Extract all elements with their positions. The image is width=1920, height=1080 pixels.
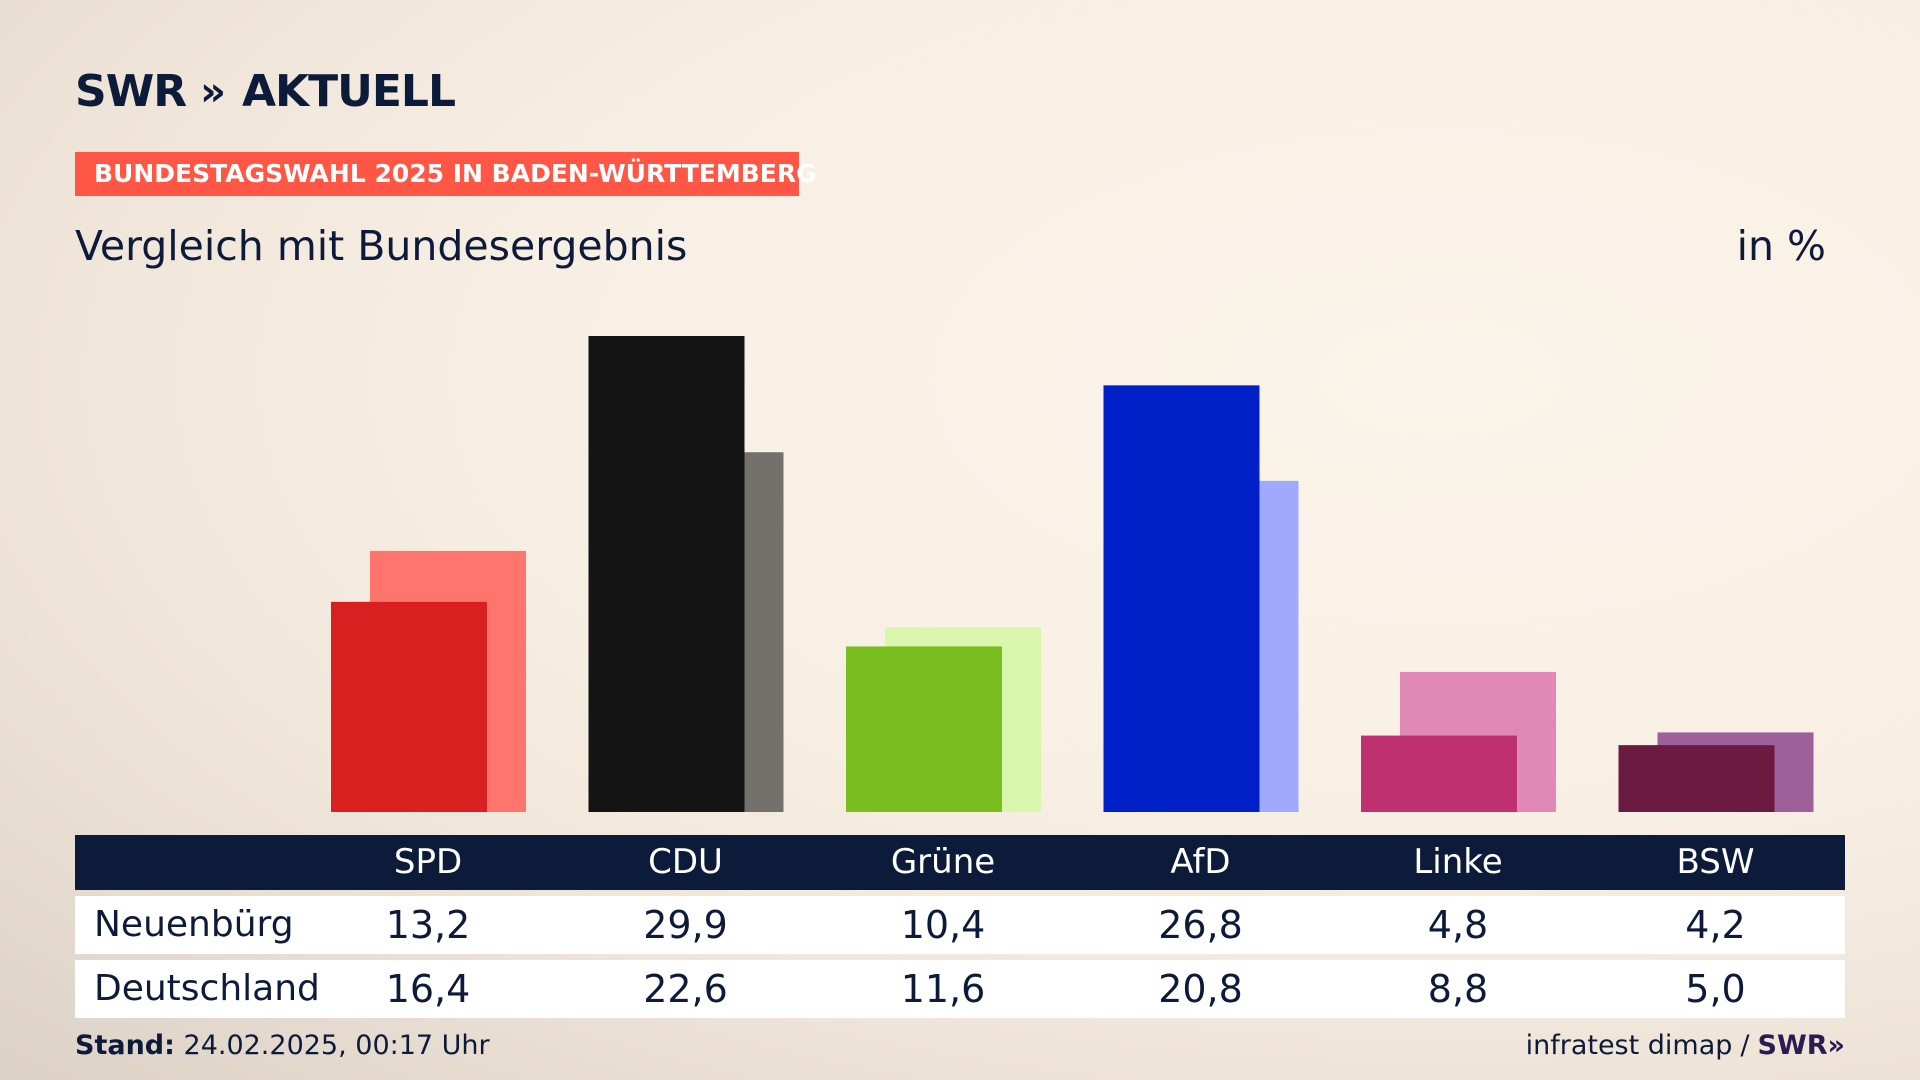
unit-label: in % [1736,222,1826,270]
bar-neuenbuerg-linke [1361,735,1517,812]
column-header-gr-ne: Grüne [890,842,996,882]
swr-mini-logo: SWR» [1757,1030,1845,1061]
table-cell: 8,8 [1427,967,1489,1011]
logo-suffix: AKTUELL [241,66,456,117]
column-header-spd: SPD [393,842,463,882]
table-cell: 20,8 [1158,967,1243,1011]
bar-neuenbuerg-afd [1103,385,1260,812]
swr-aktuell-logo: SWR» AKTUELL [75,66,456,117]
bar-neuenbuerg-spd [331,601,487,812]
table-cell: 16,4 [385,967,471,1011]
table-cell: 22,6 [643,967,728,1011]
stand-label: Stand: [75,1030,175,1061]
column-header-linke: Linke [1413,842,1503,882]
table-cell: 4,2 [1685,903,1746,947]
source-credit: infratest dimap / SWR» [1526,1030,1845,1061]
table-row-deutschland: Deutschland 16,4 22,6 11,6 20,8 8,8 5,0 [75,960,1845,1018]
logo-text: SWR [75,66,187,117]
chart-subtitle: Vergleich mit Bundesergebnis [75,222,688,270]
table-cell: 26,8 [1158,903,1243,947]
table-cell: 11,6 [900,967,986,1011]
stand-value: 24.02.2025, 00:17 Uhr [183,1030,490,1061]
table-header: SPD CDU Grüne AfD Linke BSW [75,835,1845,890]
source-text: infratest dimap [1525,1030,1733,1061]
timestamp: Stand: 24.02.2025, 00:17 Uhr [75,1030,490,1061]
source-separator: / [1740,1030,1750,1061]
row-label: Neuenbürg [94,904,294,945]
bar-neuenbuerg-bsw [1618,745,1775,812]
row-label: Deutschland [94,968,320,1009]
table-cell: 5,0 [1685,967,1746,1011]
column-header-afd: AfD [1170,842,1231,882]
bar-neuenbuerg-cdu [588,336,745,812]
results-table: SPD CDU Grüne AfD Linke BSW Neuenbürg 13,2 29,… [75,835,1845,1018]
table-cell: 10,4 [900,903,986,947]
column-header-bsw: BSW [1676,842,1755,882]
table-cell: 13,2 [385,903,471,947]
column-header-cdu: CDU [648,842,723,882]
table-cell: 4,8 [1427,903,1489,947]
bar-neuenbuerg-gr-ne [846,646,1002,812]
table-row-neuenbuerg: Neuenbürg 13,2 29,9 10,4 26,8 4,8 4,2 [75,896,1845,954]
table-cell: 29,9 [643,903,728,947]
election-banner: BUNDESTAGSWAHL 2025 IN BADEN-WÜRTTEMBERG [75,152,817,196]
